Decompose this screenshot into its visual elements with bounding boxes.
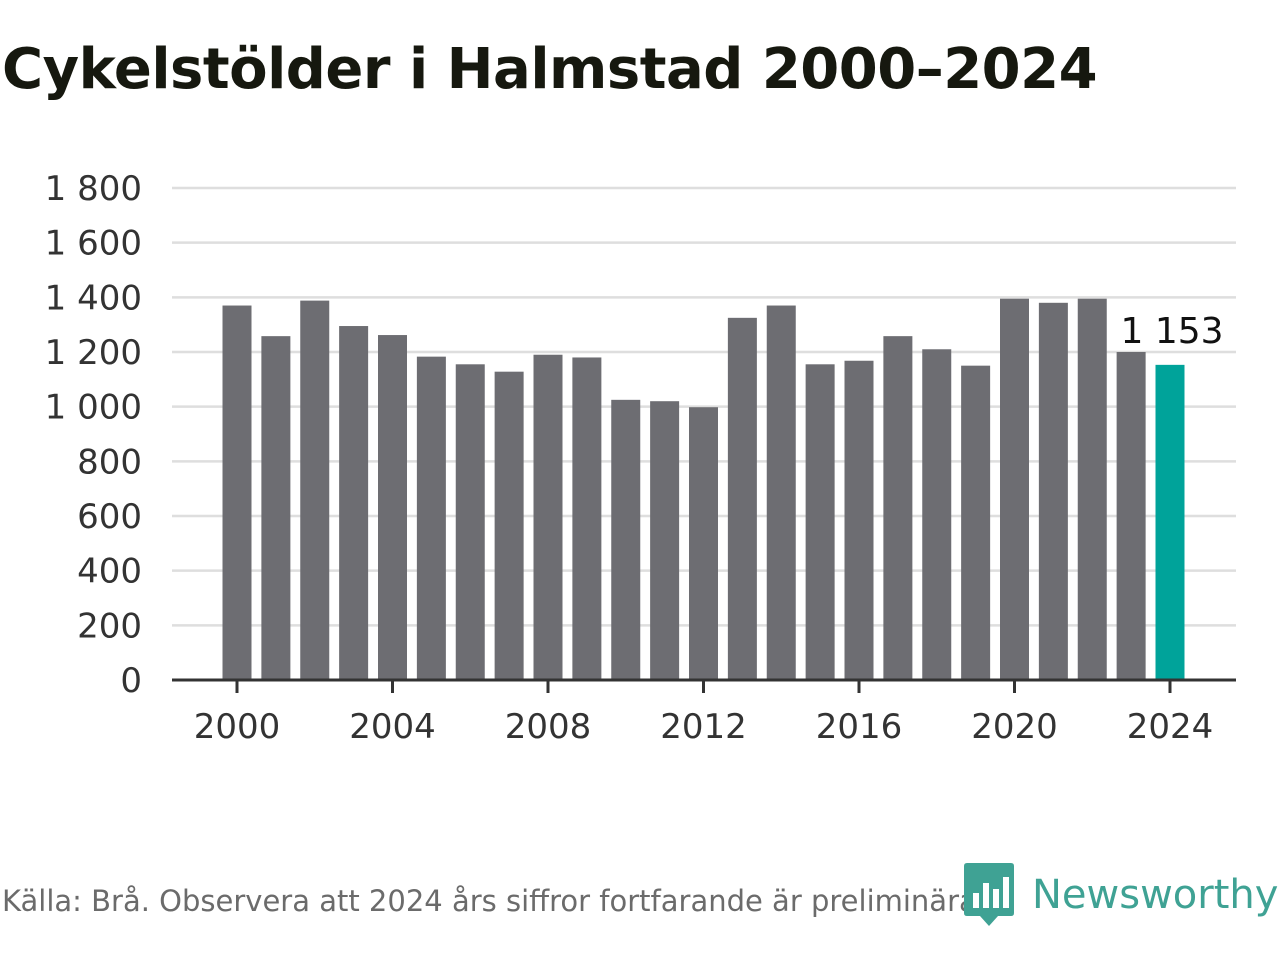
- bar-2006: [455, 364, 485, 680]
- bar-2010: [611, 399, 641, 680]
- x-tick-label: 2012: [660, 707, 747, 747]
- bar-2015: [805, 364, 835, 680]
- bar-2000: [222, 305, 252, 680]
- brand-logo: Newsworthy: [964, 862, 1278, 928]
- x-axis-tick-labels: 2000 2004 2008 2012 2016 2020 2024: [194, 707, 1214, 747]
- bar-2023: [1116, 352, 1146, 680]
- bar-2014: [766, 305, 796, 680]
- y-tick-label: 200: [77, 606, 142, 646]
- bar-2008: [533, 354, 563, 680]
- brand-name: Newsworthy: [1032, 872, 1279, 918]
- bar-2011: [650, 401, 680, 680]
- data-labels: 1 153: [1120, 311, 1223, 352]
- y-tick-label: 1 400: [45, 278, 142, 318]
- bar-2013: [727, 317, 757, 680]
- bar-2002: [300, 300, 330, 680]
- bars: [222, 298, 1185, 680]
- source-note: Källa: Brå. Observera att 2024 års siffr…: [2, 884, 986, 918]
- y-tick-label: 0: [120, 661, 142, 701]
- bar-2004: [378, 335, 407, 680]
- chart-title: Cykelstölder i Halmstad 2000–2024: [2, 37, 1098, 102]
- x-tick-label: 2020: [971, 707, 1058, 747]
- bar-2009: [572, 357, 602, 680]
- y-tick-label: 600: [77, 497, 142, 537]
- bar-2019: [961, 365, 991, 680]
- x-tick-label: 2004: [349, 707, 436, 747]
- y-tick-label: 1 000: [45, 388, 142, 428]
- bar-2003: [339, 326, 369, 680]
- x-axis: [172, 678, 1236, 693]
- y-tick-label: 1 200: [45, 333, 142, 373]
- bar-2022: [1077, 298, 1107, 680]
- bar-2021: [1038, 302, 1068, 680]
- bar-2024: [1155, 364, 1185, 680]
- y-axis-tick-labels: 0 200 400 600 800 1 000 1 200 1 400 1 600 1 800: [45, 169, 142, 701]
- bar-2017: [883, 336, 913, 680]
- y-tick-label: 800: [77, 442, 142, 482]
- data-label-2024: 1 153: [1120, 311, 1223, 352]
- x-tick-label: 2024: [1127, 707, 1214, 747]
- bar-2020: [1000, 298, 1029, 680]
- bar-2016: [844, 360, 874, 680]
- x-tick-label: 2008: [505, 707, 592, 747]
- x-tick-label: 2000: [194, 707, 281, 747]
- bar-2012: [689, 407, 718, 680]
- bar-2001: [261, 336, 291, 680]
- newsworthy-logo-icon: [964, 863, 1014, 926]
- y-tick-label: 1 800: [45, 169, 142, 209]
- y-tick-label: 1 600: [45, 224, 142, 264]
- bar-2005: [416, 356, 446, 680]
- bar-2007: [494, 371, 524, 680]
- bar-2018: [922, 349, 952, 680]
- x-tick-label: 2016: [816, 707, 903, 747]
- y-tick-label: 400: [77, 552, 142, 592]
